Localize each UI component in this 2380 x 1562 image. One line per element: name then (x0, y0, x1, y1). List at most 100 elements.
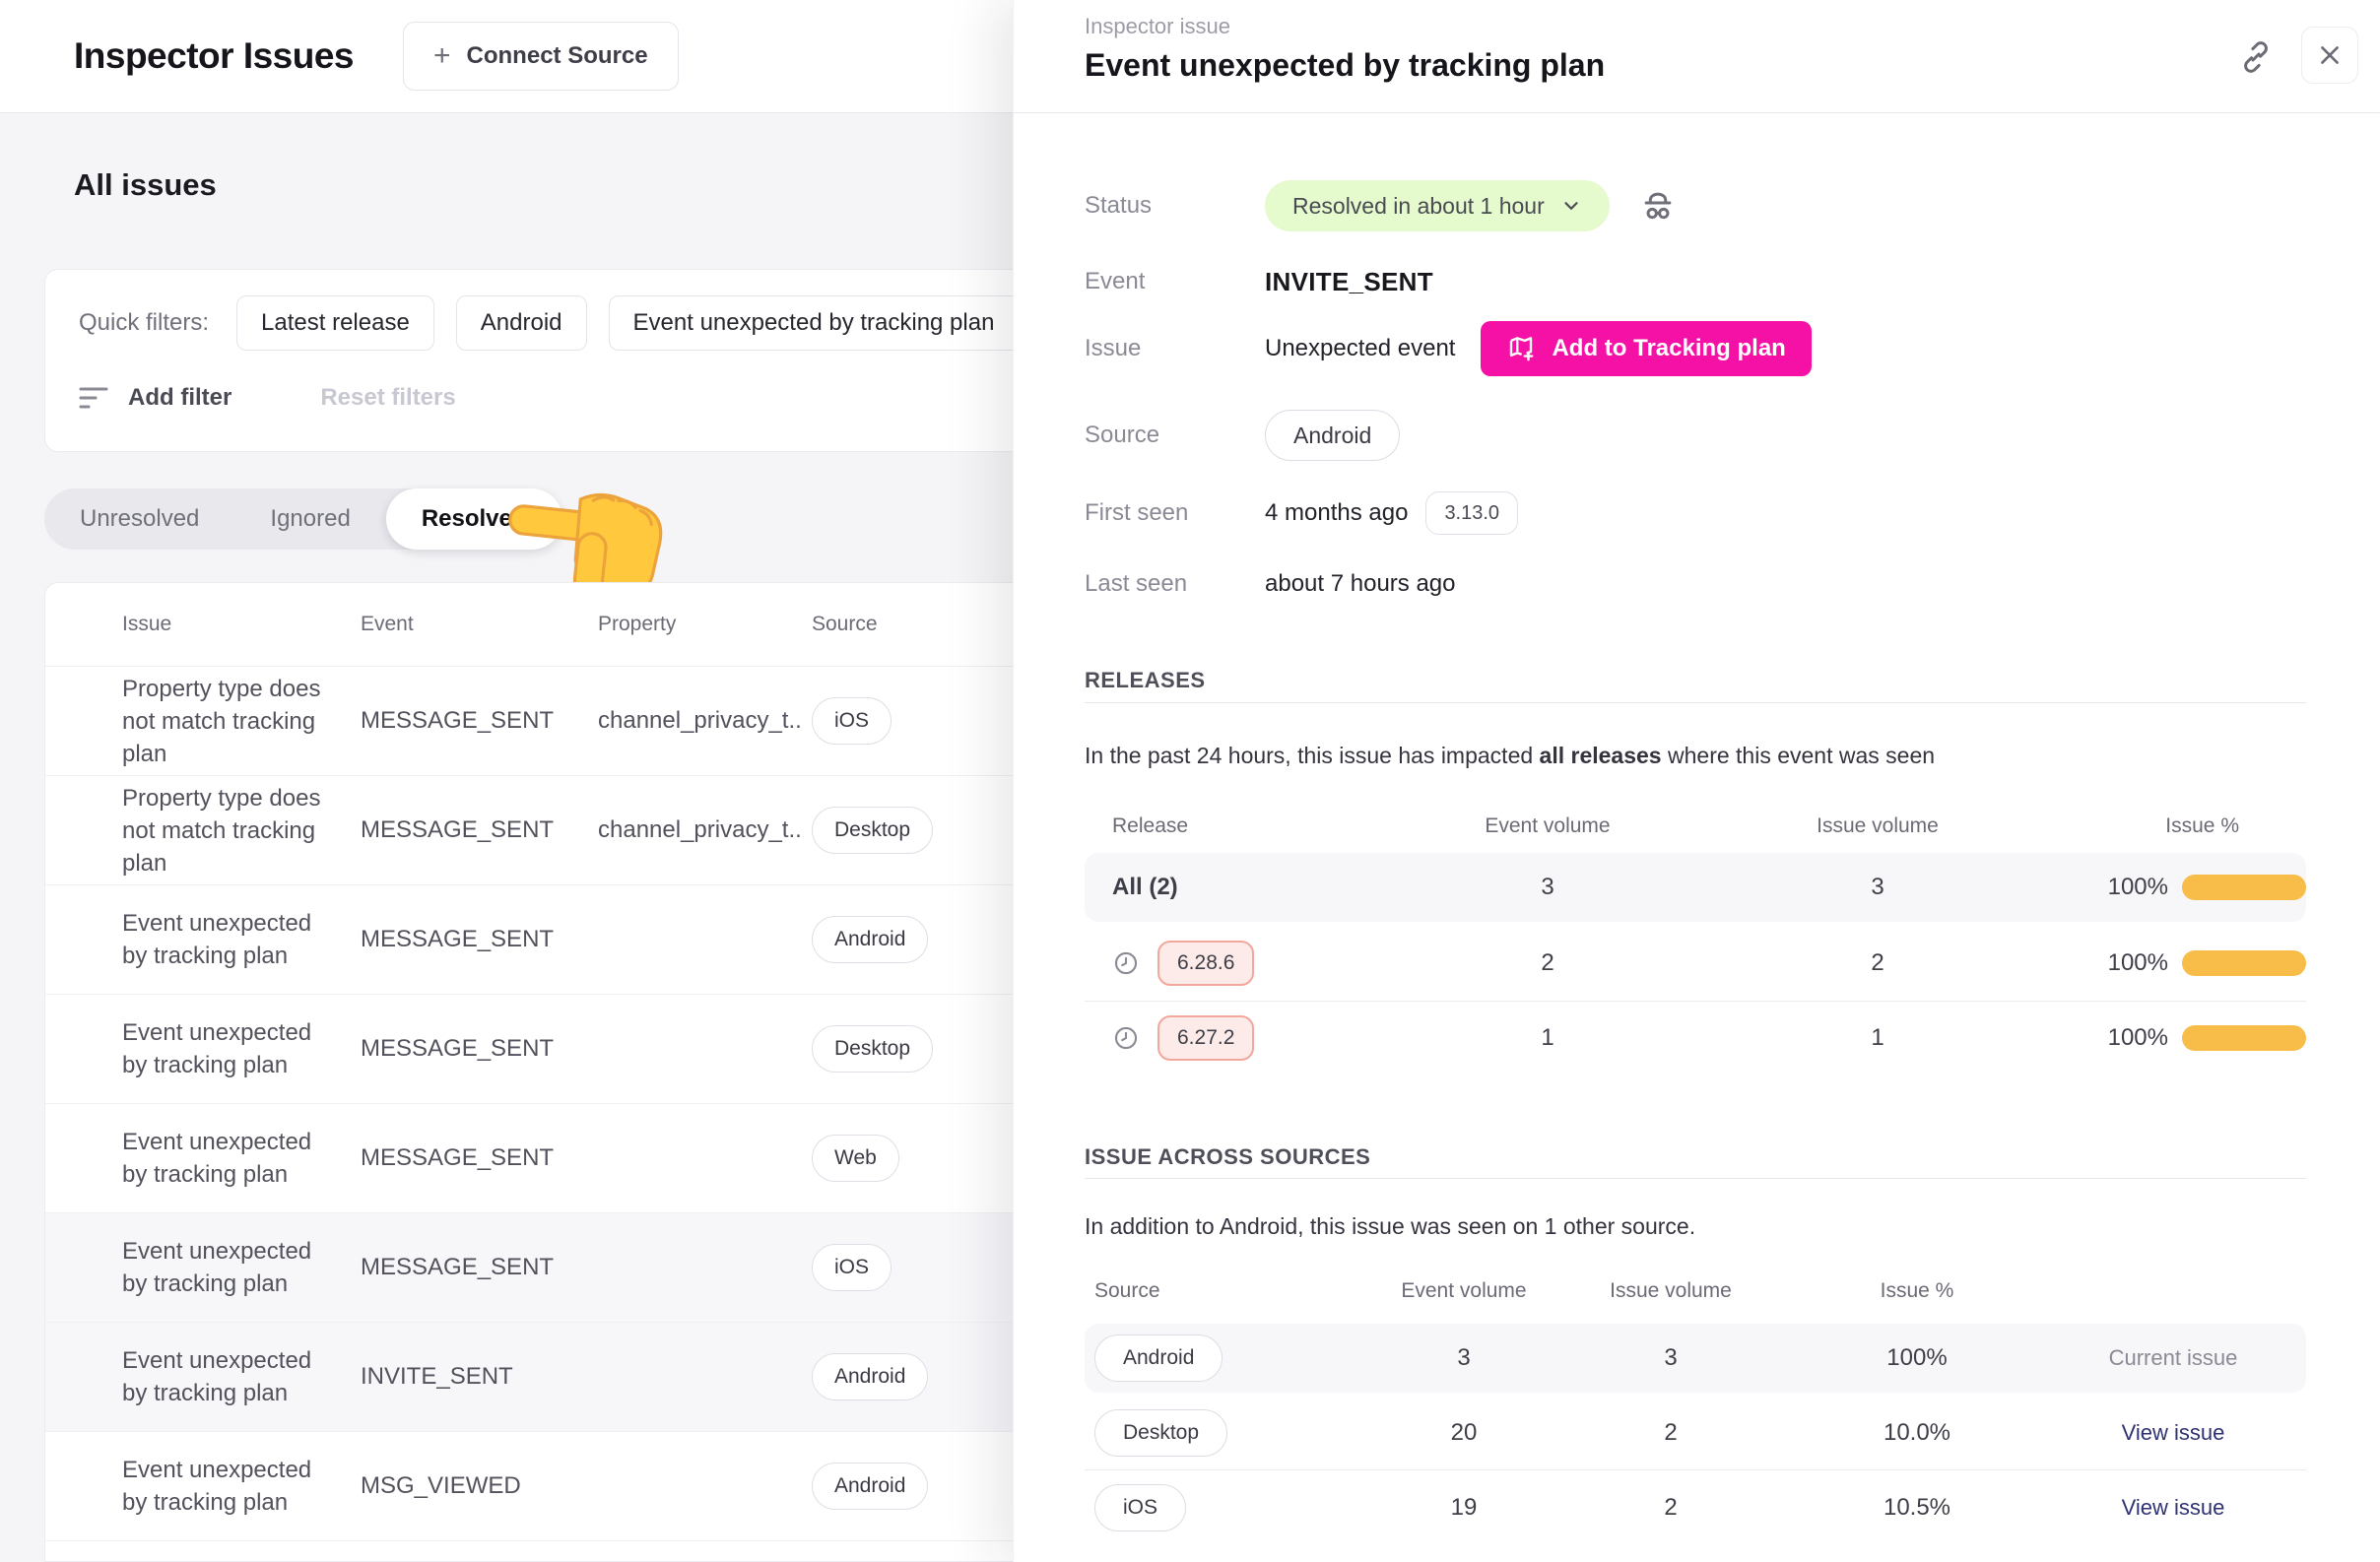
source-row[interactable]: iOS 19 2 10.5% View issue (1085, 1473, 2306, 1542)
issue-volume: 2 (1664, 1419, 1678, 1446)
issue-cell: Event unexpected by tracking plan (122, 1347, 312, 1406)
issue-cell: Property type does not match tracking pl… (122, 675, 321, 767)
event-volume: 2 (1541, 949, 1554, 976)
col-source: Source (812, 613, 878, 635)
event-cell: MESSAGE_SENT (361, 816, 555, 843)
event-label: Event (1085, 268, 1146, 294)
add-filter-button[interactable]: Add filter (128, 384, 232, 411)
event-cell: MESSAGE_SENT (361, 926, 555, 952)
issue-pct: 100% (2107, 1024, 2168, 1051)
issue-pct-bar (2182, 875, 2306, 900)
issues-table-header: Issue Event Property Source (45, 583, 1580, 667)
source-chip: Desktop (1094, 1409, 1228, 1457)
clock-icon (1114, 1026, 1138, 1050)
connect-source-label: Connect Source (466, 42, 648, 69)
col-event-volume: Event volume (1401, 1279, 1527, 1302)
release-row[interactable]: 6.27.2 1 1 100% (1085, 1003, 2306, 1074)
table-row[interactable]: Property type does not match tracking pl… (45, 667, 1580, 776)
col-event-volume: Event volume (1485, 814, 1611, 837)
event-volume: 19 (1450, 1494, 1478, 1521)
reset-filters-button[interactable]: Reset filters (320, 384, 456, 411)
issue-cell: Property type does not match tracking pl… (122, 784, 321, 877)
release-row-all[interactable]: All (2) 3 3 100% (1085, 853, 2306, 922)
tab-unresolved[interactable]: Unresolved (80, 505, 200, 532)
source-chip: Android (812, 1353, 929, 1400)
close-panel-button[interactable] (2301, 27, 2358, 84)
table-row[interactable]: Event unexpected by tracking plan MESSAG… (45, 885, 1580, 995)
table-row[interactable]: Event unexpected by tracking plan MESSAG… (45, 1104, 1580, 1213)
issue-pct: 100% (2107, 874, 2168, 900)
status-field: Status Resolved in about 1 hour (1085, 180, 1679, 231)
clock-icon (1114, 951, 1138, 975)
release-version-chip: 6.28.6 (1157, 941, 1255, 986)
add-to-tracking-plan-button[interactable]: Add to Tracking plan (1481, 321, 1812, 376)
source-chip: Desktop (812, 807, 934, 854)
chevron-down-icon (1564, 202, 1578, 211)
quick-filter-latest-release[interactable]: Latest release (236, 295, 434, 351)
sources-heading: ISSUE ACROSS SOURCES (1085, 1144, 1371, 1169)
status-dropdown[interactable]: Resolved in about 1 hour (1265, 180, 1610, 231)
event-cell: MESSAGE_SENT (361, 707, 555, 734)
quick-filter-android[interactable]: Android (455, 295, 587, 351)
event-cell: INVITE_SENT (361, 1363, 513, 1390)
source-chip: iOS (812, 1244, 892, 1291)
releases-desc-post: where this event was seen (1661, 743, 1936, 768)
source-chip: Android (1265, 410, 1401, 461)
table-row[interactable]: Event unexpected by tracking plan MESSAG… (45, 995, 1580, 1104)
divider (1085, 1001, 2306, 1002)
table-row[interactable]: Property type does not match tracking pl… (45, 776, 1580, 885)
view-issue-link[interactable]: View issue (2121, 1420, 2225, 1445)
col-issue-pct: Issue % (1880, 1279, 1954, 1302)
issue-pct: 10.5% (1883, 1494, 1951, 1521)
issue-pct: 100% (2107, 949, 2168, 976)
event-cell: MESSAGE_SENT (361, 1254, 555, 1280)
incognito-icon[interactable] (1637, 185, 1679, 227)
source-row-current[interactable]: Android 3 3 100% Current issue (1085, 1324, 2306, 1393)
source-chip: Android (812, 916, 929, 963)
source-field: Source Android (1085, 410, 1401, 461)
view-issue-link[interactable]: View issue (2121, 1495, 2225, 1520)
last-seen-value: about 7 hours ago (1265, 570, 1456, 597)
issue-cell: Event unexpected by tracking plan (122, 1457, 312, 1516)
table-row[interactable]: Event unexpected by tracking plan MSG_VI… (45, 1432, 1580, 1541)
event-cell: MESSAGE_SENT (361, 1144, 555, 1171)
releases-table-header: Release Event volume Issue volume Issue … (1085, 808, 2306, 845)
tab-ignored[interactable]: Ignored (270, 505, 351, 532)
page-title: Inspector Issues (74, 35, 355, 76)
quick-filters-label: Quick filters: (79, 309, 210, 336)
event-cell: MSG_VIEWED (361, 1472, 521, 1499)
add-to-tracking-plan-label: Add to Tracking plan (1552, 335, 1786, 361)
pointing-hand-icon (508, 492, 663, 597)
issue-field: Issue Unexpected event Add to Tracking p… (1085, 321, 1812, 376)
event-volume: 3 (1457, 1344, 1471, 1371)
issue-volume: 2 (1664, 1494, 1678, 1521)
issue-value: Unexpected event (1265, 335, 1456, 361)
quick-filter-event-unexpected[interactable]: Event unexpected by tracking plan (608, 295, 1082, 351)
issue-volume: 3 (1871, 874, 1884, 900)
property-cell: channel_privacy_t... (598, 707, 800, 734)
release-row[interactable]: 6.28.6 2 2 100% (1085, 928, 2306, 999)
panel-header: Inspector issue Event unexpected by trac… (1014, 0, 2380, 113)
first-seen-label: First seen (1085, 499, 1189, 526)
issue-label: Issue (1085, 335, 1142, 361)
source-row[interactable]: Desktop 20 2 10.0% View issue (1085, 1399, 2306, 1467)
issue-volume: 3 (1664, 1344, 1678, 1371)
issue-pct: 100% (1886, 1344, 1948, 1371)
col-release: Release (1112, 814, 1189, 837)
source-label: Source (1085, 422, 1160, 448)
release-name: All (2) (1112, 874, 1178, 900)
releases-description: In the past 24 hours, this issue has imp… (1085, 743, 2306, 769)
copy-link-button[interactable] (2234, 35, 2278, 79)
issue-cell: Event unexpected by tracking plan (122, 1238, 312, 1297)
col-issue-volume: Issue volume (1610, 1279, 1732, 1302)
sources-description: In addition to Android, this issue was s… (1085, 1213, 1696, 1239)
divider (1085, 702, 2306, 703)
event-volume: 20 (1450, 1419, 1478, 1446)
col-issue-volume: Issue volume (1817, 814, 1939, 837)
release-version-chip: 6.27.2 (1157, 1015, 1255, 1061)
releases-desc-pre: In the past 24 hours, this issue has imp… (1085, 743, 1540, 768)
first-seen-field: First seen 4 months ago 3.13.0 (1085, 491, 1519, 535)
panel-kicker: Inspector issue (1085, 14, 1230, 38)
connect-source-button[interactable]: + Connect Source (403, 22, 679, 91)
issue-detail-panel: Inspector issue Event unexpected by trac… (1013, 0, 2380, 1562)
